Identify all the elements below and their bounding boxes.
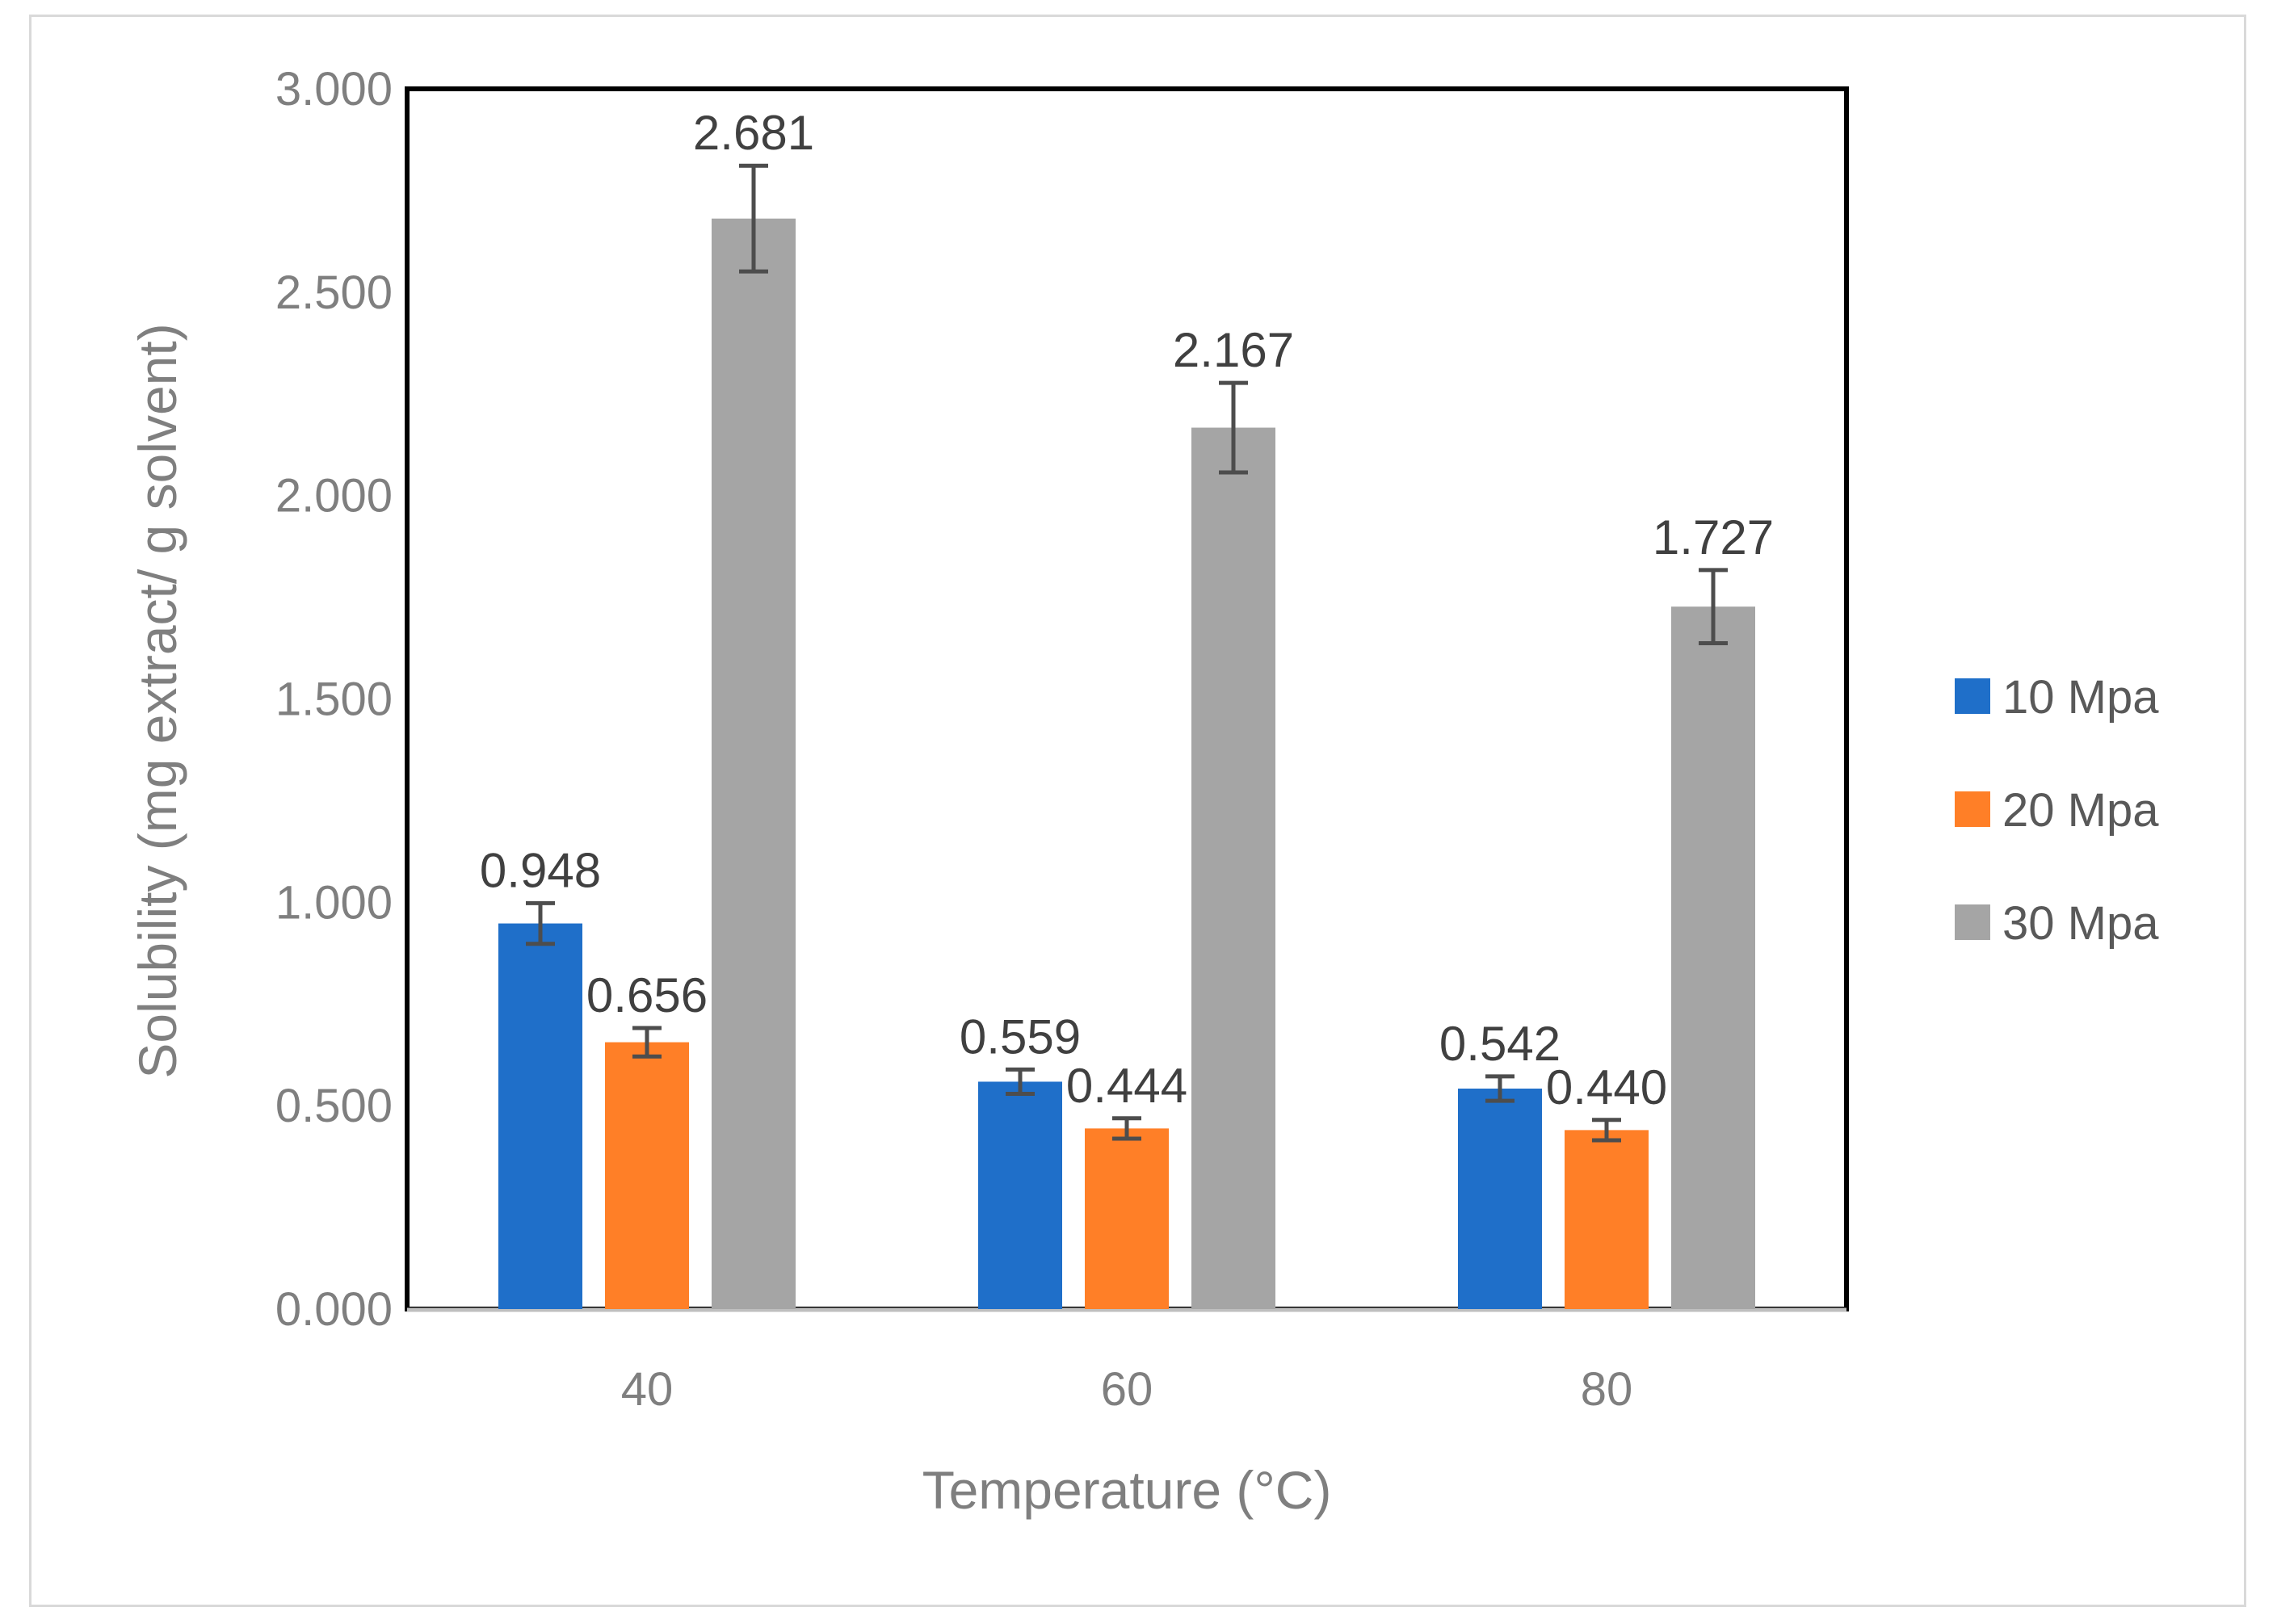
y-tick-label: 1.500 [275, 674, 393, 726]
error-bar [1112, 1116, 1141, 1141]
error-bar [1592, 1118, 1621, 1143]
bar [1565, 1130, 1649, 1309]
bar [1458, 1089, 1542, 1309]
y-tick-label: 2.000 [275, 470, 393, 522]
error-bar [1485, 1074, 1514, 1103]
y-axis-title: Solubility (mg extract/ g solvent) [128, 323, 187, 1078]
x-tick-label: 40 [621, 1363, 674, 1416]
error-bar [632, 1026, 662, 1059]
y-tick-label: 0.500 [275, 1080, 393, 1132]
y-tick-label: 1.000 [275, 876, 393, 929]
data-label: 0.542 [1439, 1017, 1561, 1071]
data-label: 1.727 [1653, 510, 1774, 564]
bar [712, 218, 796, 1309]
data-label: 0.440 [1546, 1060, 1667, 1114]
error-bar [526, 900, 555, 946]
bar [978, 1081, 1062, 1309]
data-label: 0.656 [586, 968, 708, 1022]
x-tick-label: 80 [1581, 1363, 1633, 1416]
chart-frame [29, 15, 2246, 1607]
legend-label: 10 Mpa [2002, 671, 2159, 724]
x-axis-title: Temperature (°C) [922, 1460, 1332, 1520]
bar [498, 923, 582, 1309]
bar [605, 1042, 689, 1309]
error-bar [1006, 1067, 1035, 1097]
bar [1085, 1128, 1169, 1309]
x-tick-label: 60 [1101, 1363, 1153, 1416]
legend: 10 Mpa 20 Mpa 30 Mpa [1955, 671, 2159, 950]
data-label: 2.681 [693, 106, 814, 160]
data-label: 0.444 [1066, 1059, 1187, 1113]
error-bar [1699, 568, 1728, 645]
data-label: 0.559 [960, 1009, 1081, 1064]
error-bar [739, 163, 768, 274]
y-tick-label: 0.000 [275, 1283, 393, 1336]
error-bar [1219, 380, 1248, 475]
data-label: 2.167 [1173, 323, 1294, 377]
legend-swatch [1955, 678, 1990, 714]
legend-swatch [1955, 791, 1990, 827]
legend-label: 20 Mpa [2002, 784, 2159, 837]
bar [1191, 427, 1275, 1309]
legend-label: 30 Mpa [2002, 897, 2159, 950]
data-label: 0.948 [480, 843, 601, 897]
legend-swatch [1955, 904, 1990, 940]
y-tick-label: 2.500 [275, 266, 393, 319]
y-tick-label: 3.000 [275, 63, 393, 115]
bar [1671, 606, 1755, 1309]
